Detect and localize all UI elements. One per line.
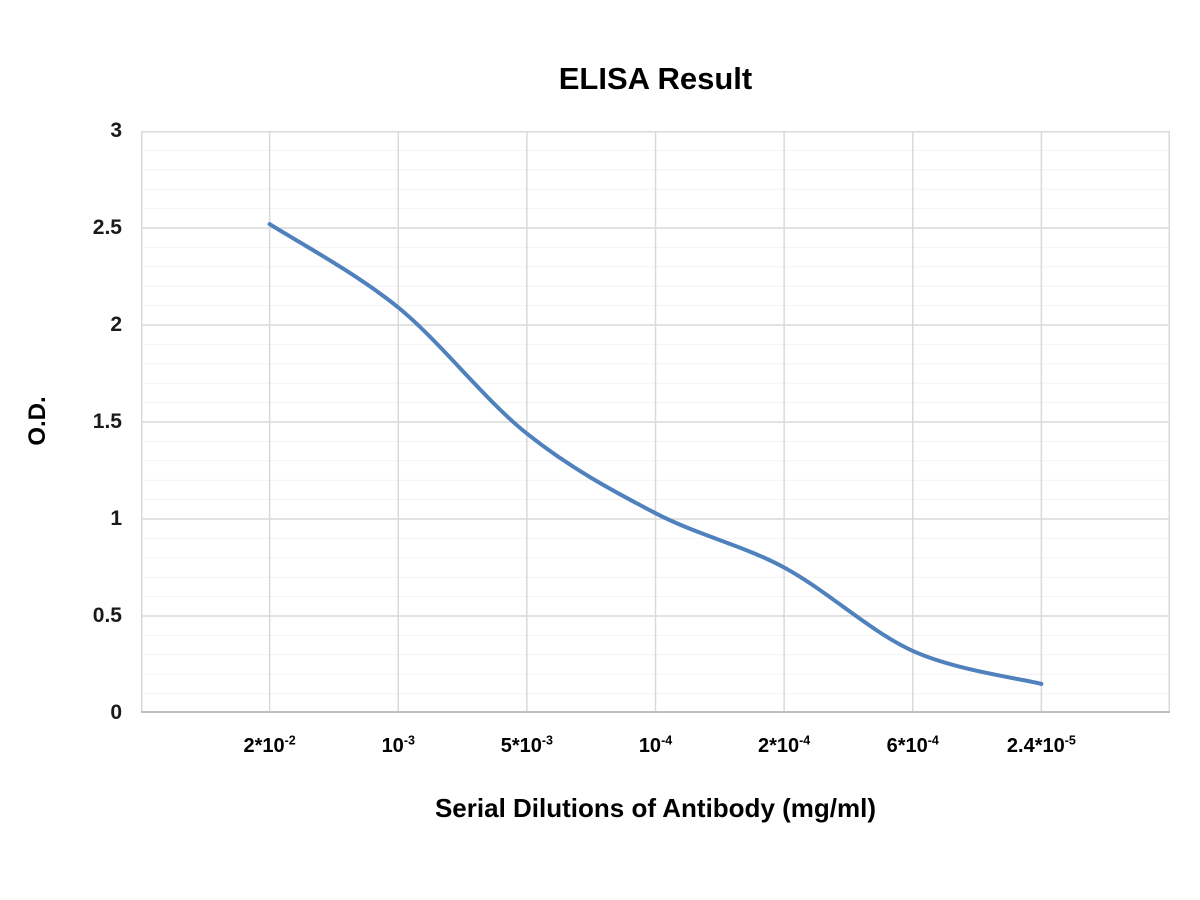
x-tick-base: 5*10	[500, 735, 542, 757]
x-tick-exponent: -5	[1064, 733, 1076, 748]
series-line	[267, 222, 1044, 686]
x-tick-label: 6*10-4	[833, 731, 993, 763]
y-tick-label: 1.5	[92, 410, 122, 433]
x-tick-exponent: -4	[799, 733, 811, 748]
x-tick-label: 2.4*10-5	[961, 731, 1121, 763]
x-tick-exponent: -2	[284, 733, 296, 748]
y-tick-label: 2	[110, 313, 122, 336]
y-tick-label: 3	[110, 119, 122, 142]
chart-title: ELISA Result	[558, 61, 753, 96]
x-axis-title: Serial Dilutions of Antibody (mg/ml)	[434, 793, 877, 823]
x-tick-label: 5*10-3	[447, 731, 607, 763]
x-tick-exponent: -4	[661, 733, 673, 748]
plot-area	[141, 131, 1170, 713]
x-tick-exponent: -3	[541, 733, 554, 748]
plot-svg	[141, 131, 1170, 713]
x-tick-label: 10-4	[576, 731, 736, 763]
x-tick-exponent: -3	[403, 733, 415, 748]
x-tick-exponent: -4	[927, 733, 939, 748]
y-tick-label: 0.5	[92, 604, 122, 627]
x-tick-label: 10-3	[318, 731, 478, 763]
x-tick-base: 2*10	[757, 735, 800, 757]
y-tick-label: 0	[110, 701, 122, 724]
y-tick-label: 2.5	[92, 216, 122, 239]
x-tick-label: 2*10-2	[190, 731, 350, 763]
x-tick-label: 2*10-4	[704, 731, 864, 763]
x-tick-base: 2*10	[243, 735, 285, 757]
x-tick-base: 2.4*10	[1006, 735, 1065, 757]
x-tick-base: 6*10	[886, 735, 928, 757]
x-tick-base: 10	[381, 735, 404, 757]
x-tick-base: 10	[638, 735, 662, 757]
y-tick-label: 1	[110, 507, 122, 530]
